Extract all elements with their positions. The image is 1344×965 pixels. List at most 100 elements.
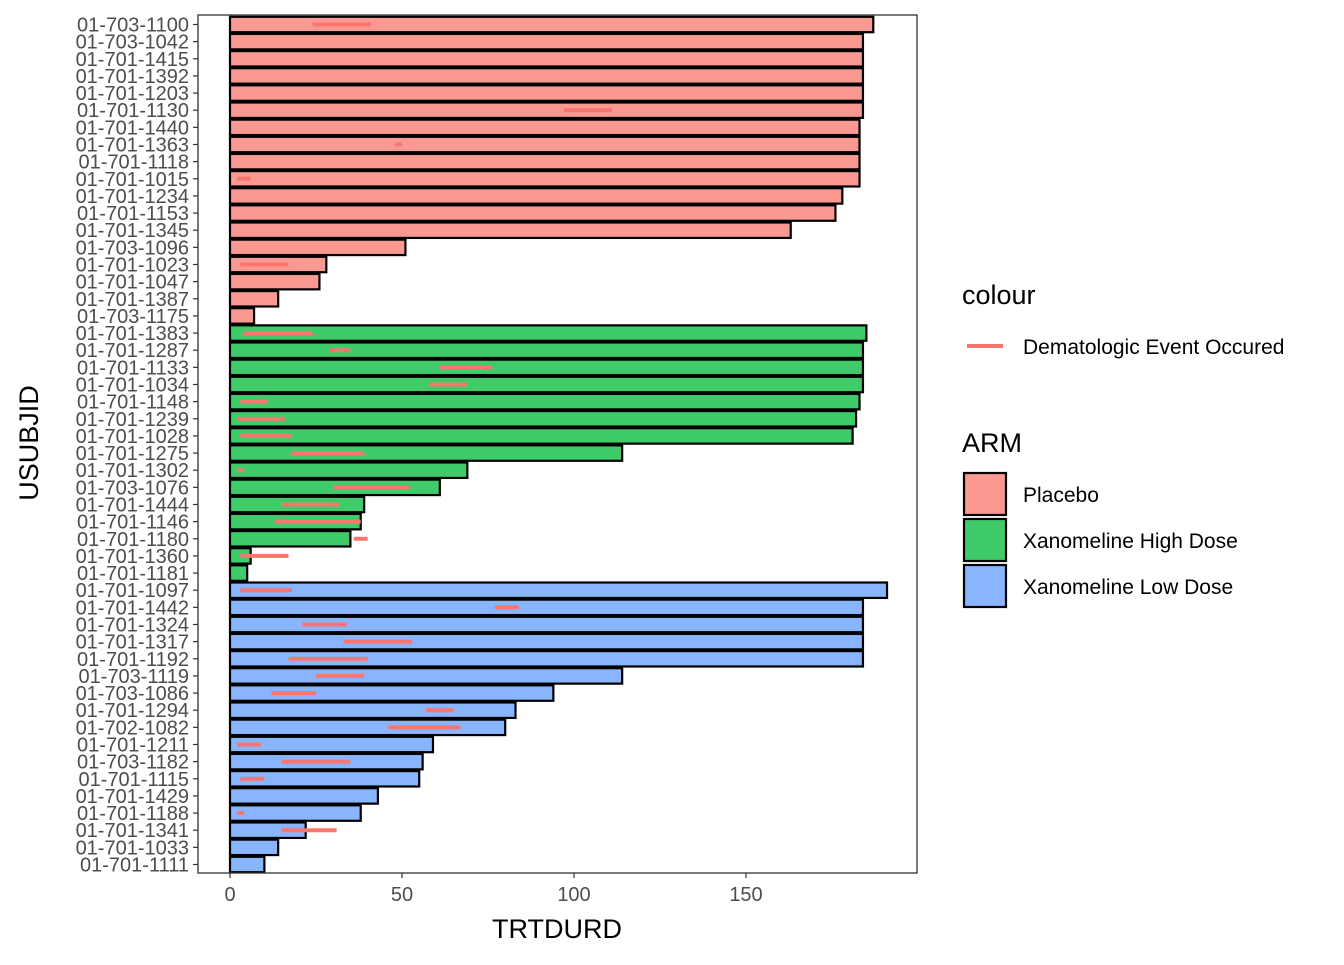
x-tick-label: 150 <box>729 884 762 906</box>
y-tick-label: 01-701-1363 <box>76 135 189 157</box>
bar <box>228 324 868 342</box>
y-tick-label: 01-701-1239 <box>76 409 189 431</box>
bar <box>228 238 407 257</box>
bar <box>228 392 861 411</box>
bar <box>228 375 865 394</box>
plot-layer <box>228 15 889 874</box>
y-tick-label: 01-701-1345 <box>76 220 189 242</box>
bar <box>228 564 249 582</box>
bar <box>228 187 844 205</box>
bar <box>228 615 865 634</box>
y-tick-label: 01-701-1118 <box>79 152 189 174</box>
bar <box>228 649 865 668</box>
bar <box>228 701 517 720</box>
y-tick-label: 01-703-1096 <box>76 237 189 259</box>
y-tick-label: 01-701-1211 <box>77 735 189 757</box>
y-tick-label: 01-701-1181 <box>77 563 189 585</box>
bar <box>228 221 792 240</box>
bar <box>228 358 865 377</box>
y-tick-label: 01-701-1111 <box>80 855 189 877</box>
y-tick-label: 01-701-1130 <box>77 100 189 122</box>
bar <box>228 204 837 222</box>
y-tick-label: 01-701-1383 <box>76 323 189 345</box>
y-tick-label: 01-701-1287 <box>76 340 189 362</box>
y-tick-label: 01-701-1440 <box>76 117 189 139</box>
bar <box>228 15 875 34</box>
bar <box>228 101 865 120</box>
bar <box>228 118 861 137</box>
y-tick-label: 01-703-1182 <box>77 752 189 774</box>
fill-legend-swatch <box>962 517 1008 563</box>
y-tick-label: 01-703-1076 <box>76 477 189 499</box>
fill-legend-title: ARM <box>962 428 1022 458</box>
bar <box>228 804 362 822</box>
bar <box>228 667 624 685</box>
y-tick-label: 01-701-1341 <box>76 820 189 842</box>
y-tick-label: 01-701-1429 <box>76 786 189 808</box>
x-axis-title: TRTDURD <box>492 914 622 944</box>
y-tick-label: 01-701-1148 <box>77 392 189 414</box>
y-tick-label: 01-701-1275 <box>76 443 189 465</box>
bar <box>228 855 266 874</box>
y-tick-label: 01-701-1033 <box>76 837 189 859</box>
y-tick-label: 01-701-1146 <box>77 512 189 534</box>
y-tick-label: 01-701-1302 <box>76 460 189 482</box>
bar <box>228 307 256 325</box>
colour-legend-label: Dematologic Event Occured <box>1023 336 1284 359</box>
y-tick-label: 01-701-1392 <box>76 66 189 88</box>
colour-legend-title: colour <box>962 280 1036 310</box>
y-tick-label: 01-703-1042 <box>76 32 189 54</box>
y-tick-label: 01-701-1034 <box>76 375 189 397</box>
y-tick-label: 01-701-1192 <box>77 649 189 671</box>
bar <box>228 427 854 445</box>
y-tick-label: 01-701-1180 <box>77 529 189 551</box>
bar <box>228 598 865 617</box>
y-tick-label: 01-701-1188 <box>77 803 189 825</box>
y-tick-label: 01-701-1442 <box>76 597 189 619</box>
y-tick-label: 01-701-1015 <box>76 169 189 191</box>
y-tick-label: 01-701-1415 <box>76 49 189 71</box>
bar <box>228 838 280 857</box>
fill-legend-label: Xanomeline Low Dose <box>1023 576 1233 599</box>
y-tick-label: 01-701-1234 <box>76 186 189 208</box>
y-tick-label: 01-701-1444 <box>76 495 189 517</box>
bar <box>228 341 865 360</box>
bar <box>228 32 865 51</box>
bar <box>228 718 507 737</box>
bar <box>228 272 321 291</box>
y-tick-label: 01-701-1133 <box>77 357 189 379</box>
y-tick-label: 01-701-1028 <box>76 426 189 448</box>
fill-legend-label: Xanomeline High Dose <box>1023 530 1238 553</box>
panel-border <box>197 14 918 874</box>
fill-legend-swatch <box>962 563 1008 609</box>
bar <box>228 84 865 102</box>
y-tick-label: 01-701-1294 <box>76 700 189 722</box>
bar <box>228 169 861 188</box>
y-tick-label: 01-701-1097 <box>76 580 189 602</box>
y-tick-label: 01-701-1047 <box>76 272 189 294</box>
y-tick-label: 01-701-1324 <box>76 615 189 637</box>
axis-layer: 01-703-110001-703-104201-701-141501-701-… <box>76 14 918 906</box>
bar <box>228 787 380 805</box>
fill-legend-label: Placebo <box>1023 484 1099 507</box>
y-tick-label: 01-701-1153 <box>77 203 189 225</box>
y-tick-label: 01-703-1086 <box>76 683 189 705</box>
fill-legend-swatch <box>962 471 1008 517</box>
bar <box>228 49 865 68</box>
y-tick-label: 01-701-1115 <box>79 769 189 791</box>
bar <box>228 529 352 548</box>
x-tick-label: 100 <box>557 884 590 906</box>
bar <box>228 632 865 651</box>
bar <box>228 461 469 480</box>
x-tick-label: 50 <box>391 884 413 906</box>
bar <box>228 769 421 788</box>
y-tick-label: 01-703-1175 <box>77 306 189 328</box>
y-tick-label: 01-702-1082 <box>76 717 189 739</box>
y-tick-label: 01-701-1023 <box>76 255 189 277</box>
bar <box>228 67 865 85</box>
bar <box>228 581 889 600</box>
bar <box>228 152 861 171</box>
y-tick-label: 01-701-1317 <box>76 632 189 654</box>
